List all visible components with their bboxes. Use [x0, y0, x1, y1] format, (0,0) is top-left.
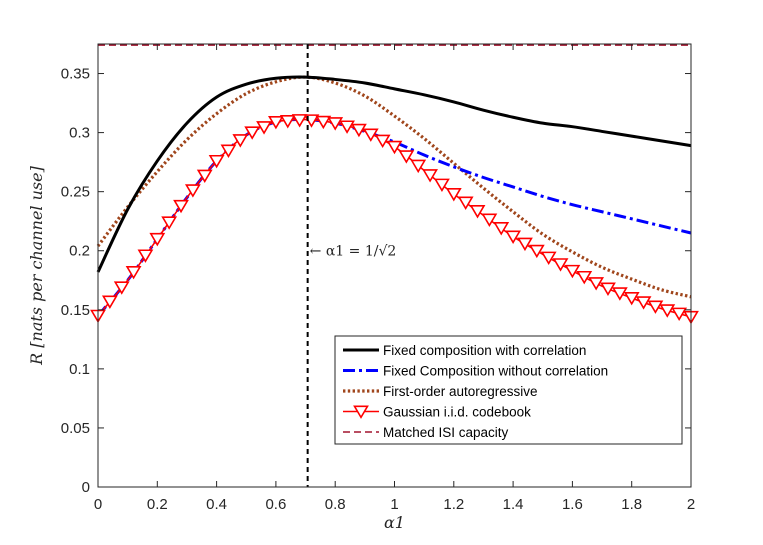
legend-label: Fixed composition with correlation: [383, 343, 586, 358]
data-point-marker: [434, 178, 450, 193]
data-point-marker: [552, 258, 569, 272]
data-point-marker: [623, 291, 640, 306]
y-tick-label: 0: [82, 479, 90, 496]
data-point-marker: [220, 144, 237, 158]
data-point-marker: [410, 159, 427, 174]
data-point-marker: [493, 222, 510, 236]
x-tick-label: 0.2: [147, 496, 168, 513]
x-tick-label: 1.2: [443, 496, 464, 513]
data-point-marker: [137, 249, 154, 263]
data-point-marker: [422, 169, 438, 183]
y-tick-label: 0.05: [61, 420, 90, 437]
data-point-marker: [279, 115, 296, 129]
y-tick-label: 0.3: [69, 125, 90, 142]
data-point-marker: [564, 264, 581, 279]
data-point-marker: [576, 270, 593, 285]
x-tick-label: 1.6: [562, 496, 583, 513]
data-point-marker: [386, 140, 403, 155]
legend-label: Matched ISI capacity: [383, 425, 509, 440]
x-tick-label: 0.8: [325, 496, 346, 513]
data-point-marker: [588, 277, 605, 291]
data-point-marker: [647, 300, 664, 314]
series-line: [96, 75, 692, 299]
series-first-order-autoregressive: [96, 75, 692, 299]
x-axis-ticks: 0 0.2 0.4 0.6 0.8 1 1.2 1.4 1.6 1.8 2: [94, 44, 695, 513]
data-point-marker: [208, 154, 225, 169]
legend-label: Gaussian i.i.d. codebook: [383, 405, 531, 420]
legend-label: Fixed Composition without correlation: [383, 364, 608, 379]
x-tick-label: 1.8: [621, 496, 642, 513]
data-point-marker: [671, 307, 688, 322]
legend-item: Fixed composition with correlation: [343, 343, 586, 358]
series-line: [96, 75, 692, 273]
y-axis-label: R [nats per channel use]: [27, 165, 46, 365]
data-point-marker: [457, 196, 474, 210]
data-point-marker: [149, 232, 166, 247]
x-tick-label: 0: [94, 496, 102, 513]
vertical-reference-line: ← α1 = 1/√2: [306, 44, 397, 487]
data-point-marker: [113, 281, 130, 295]
x-tick-label: 1: [390, 496, 398, 513]
data-point-marker: [611, 287, 628, 301]
x-tick-label: 0.6: [265, 496, 286, 513]
data-point-marker: [196, 169, 213, 184]
data-point-marker: [362, 128, 379, 142]
data-point-marker: [184, 184, 201, 198]
data-point-marker: [600, 282, 616, 296]
legend-item: Gaussian i.i.d. codebook: [343, 405, 531, 420]
legend-item: First-order autoregressive: [343, 384, 538, 399]
x-axis-label: α1: [384, 513, 405, 532]
legend-box: [334, 335, 683, 445]
data-point-marker: [528, 244, 545, 259]
data-point-marker: [635, 296, 652, 310]
data-point-marker: [469, 205, 486, 219]
x-tick-label: 0.4: [206, 496, 227, 513]
data-point-marker: [327, 117, 344, 131]
data-point-marker: [398, 150, 415, 164]
data-point-marker: [256, 121, 272, 135]
data-point-marker: [540, 251, 557, 266]
vline-annotation: ← α1 = 1/√2: [310, 244, 397, 260]
legend-marker: [353, 405, 369, 419]
data-point-marker: [351, 123, 367, 138]
legend-label: First-order autoregressive: [383, 384, 538, 399]
data-point-marker: [173, 199, 189, 214]
data-point-marker: [659, 304, 676, 318]
data-point-marker: [232, 134, 249, 148]
y-tick-label: 0.25: [61, 184, 90, 201]
data-point-marker: [291, 114, 308, 128]
legend: Fixed composition with correlation Fixed …: [334, 335, 683, 445]
y-axis-ticks: 0 0.05 0.1 0.15 0.2 0.25 0.3 0.35: [61, 66, 691, 496]
y-tick-label: 0.15: [61, 302, 90, 319]
y-tick-label: 0.35: [61, 66, 90, 83]
y-tick-label: 0.1: [69, 361, 90, 378]
data-point-marker: [161, 216, 178, 230]
x-tick-label: 1.4: [503, 496, 524, 513]
y-tick-label: 0.2: [69, 243, 90, 260]
data-point-marker: [445, 188, 462, 202]
data-point-marker: [339, 120, 355, 134]
legend-item: Matched ISI capacity: [343, 425, 509, 440]
series-fixed-composition-with-correlation: [96, 75, 692, 273]
data-point-marker: [517, 237, 533, 252]
data-point-marker: [101, 295, 118, 309]
data-point-marker: [481, 213, 498, 227]
data-point-marker: [244, 126, 261, 140]
data-point-marker: [315, 115, 332, 130]
x-tick-label: 2: [687, 496, 695, 513]
data-point-marker: [374, 134, 391, 149]
data-point-marker: [125, 265, 142, 280]
data-point-marker: [268, 115, 284, 130]
data-point-marker: [505, 230, 521, 244]
legend-item: Fixed Composition without correlation: [343, 364, 608, 379]
